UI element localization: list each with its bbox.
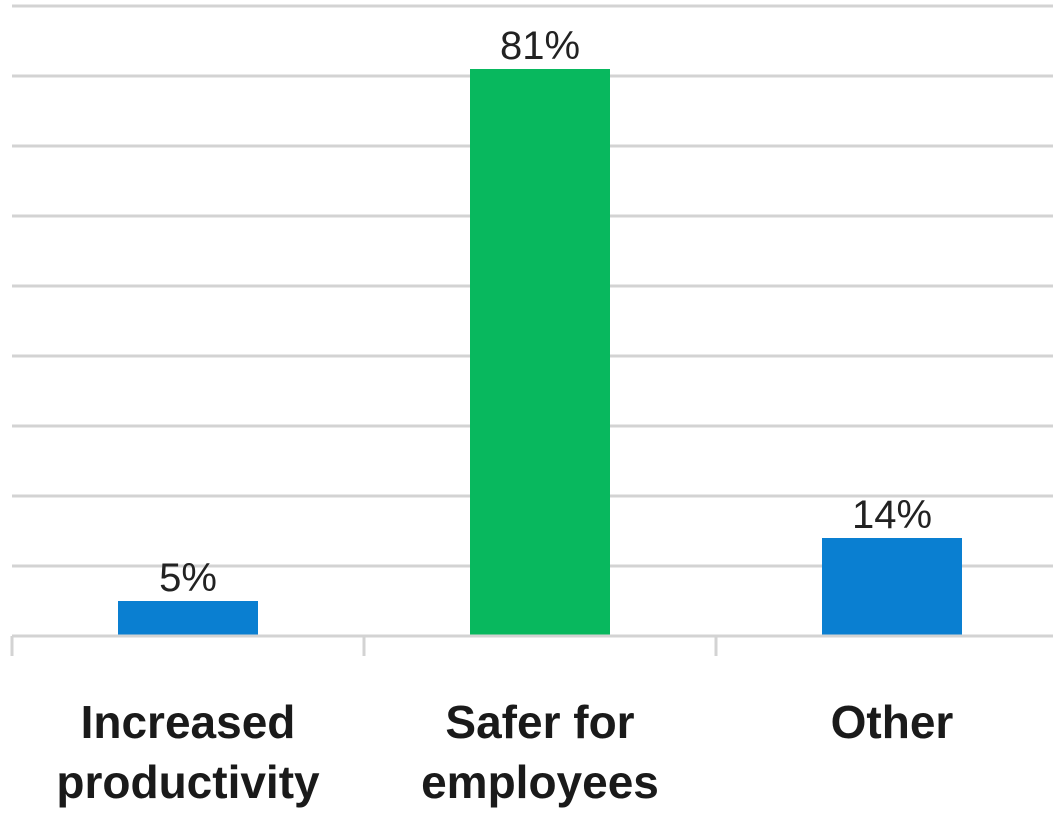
x-axis	[10, 634, 1053, 656]
category-label-line: Other	[831, 696, 954, 748]
category-label-0: Increased productivity	[56, 696, 320, 808]
category-label-line: productivity	[56, 756, 320, 808]
category-label-line: employees	[421, 756, 659, 808]
data-label-1: 81%	[500, 24, 580, 68]
bar-2	[822, 538, 962, 636]
bar-0	[118, 601, 258, 636]
category-labels: Increased productivity Safer for employees O…	[56, 696, 953, 808]
category-label-2: Other	[831, 696, 954, 748]
bar-1	[470, 69, 610, 636]
data-label-2: 14%	[852, 493, 932, 537]
bars	[118, 69, 962, 636]
data-label-0: 5%	[159, 556, 217, 600]
category-label-line: Safer for	[445, 696, 634, 748]
category-label-1: Safer for employees	[421, 696, 659, 808]
category-label-line: Increased	[81, 696, 296, 748]
data-labels: 5% 81% 14%	[159, 24, 932, 600]
